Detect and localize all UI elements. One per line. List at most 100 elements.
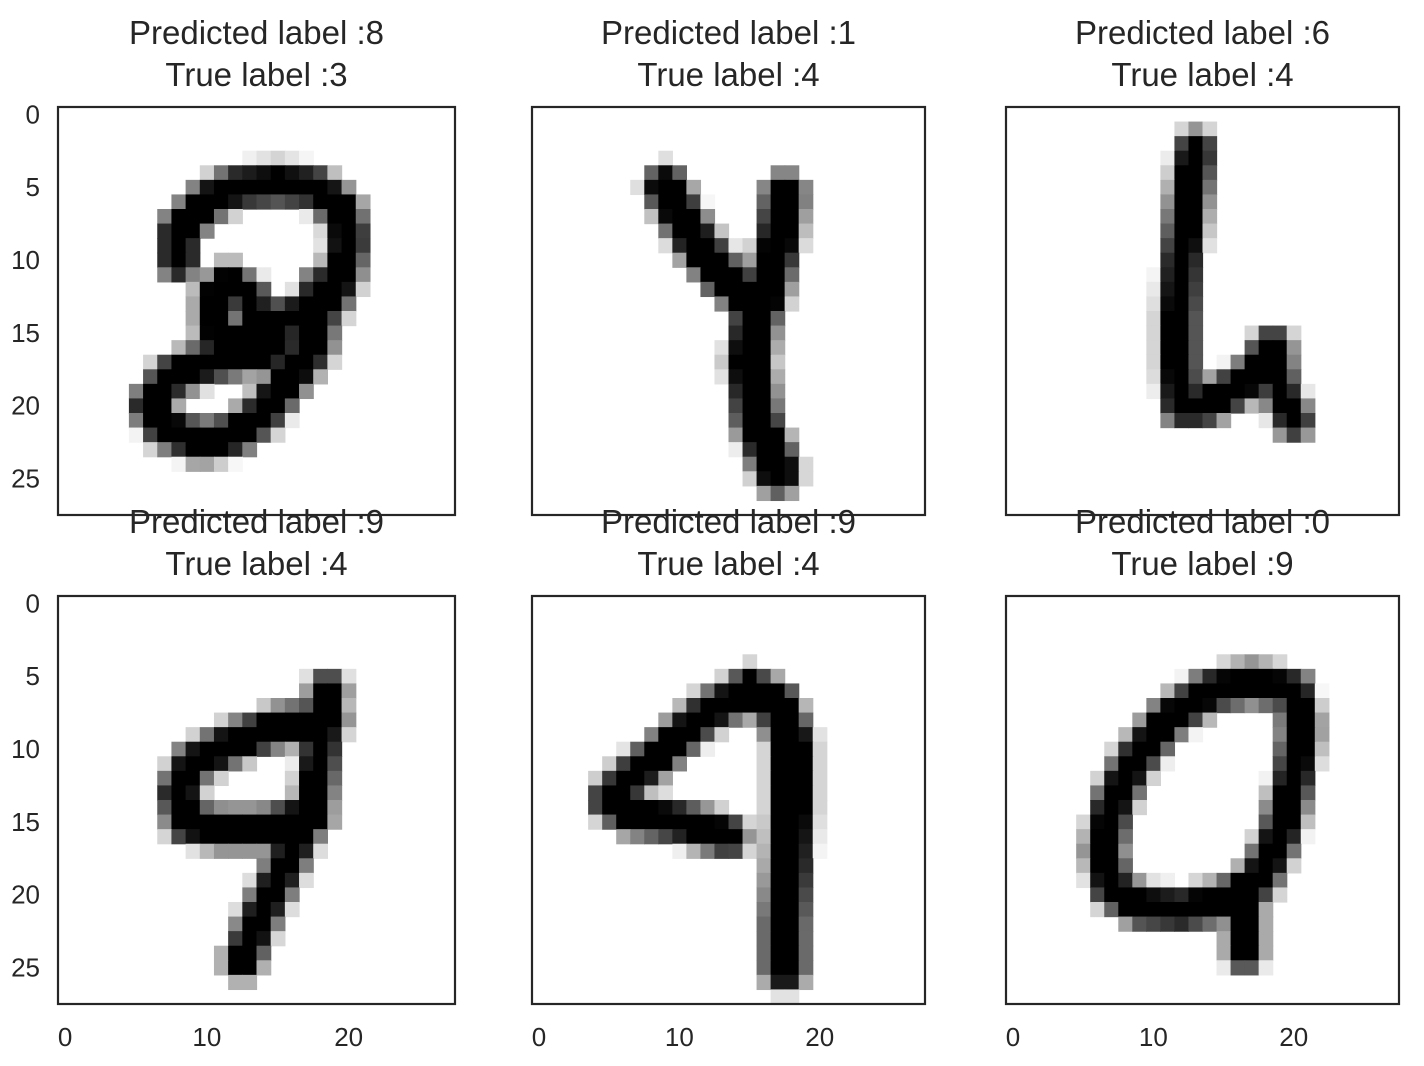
- pixel-cell: [658, 223, 673, 239]
- pixel-cell: [256, 698, 272, 714]
- pixel-cell: [270, 727, 286, 743]
- pixel-cell: [284, 785, 300, 801]
- pixel-cell: [756, 413, 772, 429]
- pixel-cell: [784, 974, 800, 991]
- pixel-cell: [1118, 887, 1133, 903]
- pixel-cell: [157, 814, 173, 830]
- pixel-cell: [185, 223, 201, 239]
- pixel-cell: [756, 340, 772, 356]
- pixel-cell: [1272, 369, 1288, 385]
- pixel-cell: [313, 281, 328, 298]
- pixel-cell: [672, 252, 687, 268]
- pixel-cell: [313, 194, 328, 210]
- y-tick-label: 0: [26, 99, 40, 129]
- pixel-cell: [1272, 727, 1288, 743]
- pixel-cell: [1090, 887, 1105, 903]
- pixel-cell: [1160, 311, 1176, 327]
- pixel-cell: [270, 814, 286, 830]
- pixel-cell: [798, 223, 814, 239]
- pixel-cell: [1132, 916, 1147, 932]
- pixel-cell: [284, 179, 300, 196]
- pixel-cell: [1258, 916, 1274, 932]
- pixel-cell: [313, 668, 328, 685]
- pixel-cell: [327, 785, 343, 801]
- pixel-cell: [143, 354, 158, 370]
- pixel-cell: [1160, 712, 1176, 728]
- pixel-cell: [784, 931, 800, 947]
- pixel-cell: [270, 931, 286, 947]
- pixel-cell: [798, 843, 814, 859]
- pixel-cell: [355, 267, 371, 283]
- pixel-cell: [327, 194, 343, 210]
- pixel-cell: [1286, 383, 1302, 400]
- pixel-cell: [199, 223, 215, 239]
- pixel-cell: [185, 296, 201, 312]
- pixel-cell: [256, 887, 272, 903]
- pixel-cell: [341, 194, 357, 210]
- pixel-cell: [199, 413, 215, 429]
- pixel-cell: [812, 829, 828, 845]
- pixel-cell: [1160, 413, 1176, 429]
- pixel-cell: [256, 340, 272, 356]
- pixel-cell: [199, 179, 215, 196]
- pixel-cell: [284, 311, 300, 327]
- pixel-cell: [1146, 698, 1161, 714]
- pixel-cell: [313, 252, 328, 268]
- pixel-cell: [1076, 814, 1091, 830]
- pixel-cell: [798, 829, 814, 845]
- pixel-cell: [1216, 654, 1232, 670]
- pixel-cell: [1160, 179, 1176, 196]
- pixel-cell: [1160, 267, 1176, 283]
- pixel-cell: [228, 727, 243, 743]
- pixel-cell: [242, 165, 258, 181]
- pixel-cell: [1258, 683, 1274, 699]
- pixel-cell: [770, 843, 786, 859]
- pixel-cell: [242, 829, 258, 845]
- pixel-cell: [228, 442, 243, 458]
- pixel-cell: [256, 354, 272, 370]
- pixel-cell: [355, 252, 371, 268]
- pixel-cell: [199, 843, 215, 859]
- pixel-cell: [199, 340, 215, 356]
- pixel-cell: [714, 223, 730, 239]
- pixel-cell: [242, 916, 258, 932]
- pixel-cell: [798, 916, 814, 932]
- pixel-cell: [658, 727, 673, 743]
- pixel-cell: [256, 427, 272, 443]
- pixel-cell: [1188, 296, 1204, 312]
- pixel-cell: [784, 887, 800, 903]
- pixel-cell: [228, 427, 243, 443]
- pixel-cell: [1104, 756, 1119, 772]
- pixel-cell: [784, 727, 800, 743]
- pixel-cell: [658, 194, 673, 210]
- pixel-cell: [213, 267, 229, 283]
- pixel-cell: [686, 712, 702, 728]
- y-tick-label: 15: [11, 318, 40, 348]
- y-tick-label: 15: [11, 807, 40, 837]
- pixel-cell: [1286, 829, 1302, 845]
- pixel-cell: [143, 369, 158, 385]
- pixel-cell: [1258, 814, 1274, 830]
- pixel-cell: [728, 442, 744, 458]
- pixel-cell: [784, 281, 800, 298]
- pixel-cell: [228, 843, 243, 859]
- pixel-cell: [341, 683, 357, 699]
- pixel-cell: [798, 727, 814, 743]
- pixel-cell: [672, 698, 687, 714]
- pixel-cell: [1188, 194, 1204, 210]
- pixel-cell: [185, 427, 201, 443]
- pixel-cell: [299, 785, 314, 801]
- pixel-cell: [1286, 814, 1302, 830]
- pixel-cell: [199, 456, 215, 472]
- pixel-cell: [1230, 872, 1246, 889]
- pixel-cell: [756, 814, 772, 830]
- y-tick-label: 10: [11, 245, 40, 275]
- pixel-cell: [756, 770, 772, 787]
- pixel-cell: [756, 931, 772, 947]
- pixel-cell: [1300, 668, 1316, 685]
- pixel-cell: [1258, 829, 1274, 845]
- pixel-cell: [1118, 916, 1133, 932]
- pixel-cell: [1188, 223, 1204, 239]
- pixel-cell: [185, 340, 201, 356]
